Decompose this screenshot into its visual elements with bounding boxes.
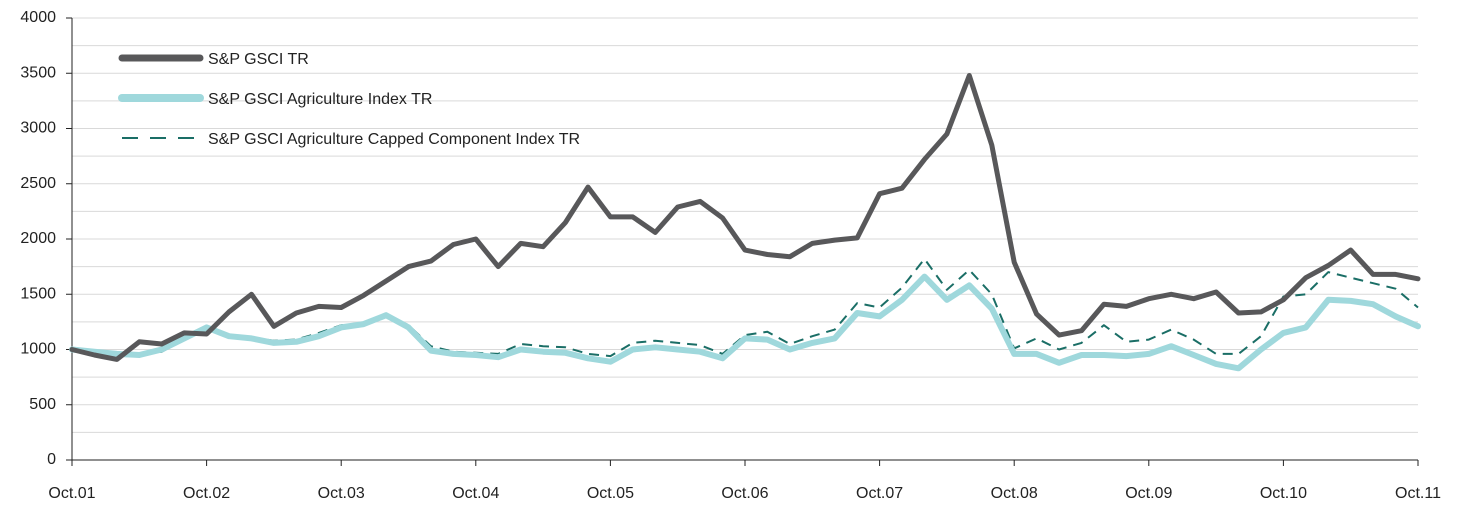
x-tick-label: Oct.01 [48,485,95,502]
y-tick-label: 500 [29,396,56,413]
x-tick-label: Oct.05 [587,485,634,502]
x-tick-label: Oct.07 [856,485,903,502]
y-tick-label: 2500 [20,175,56,192]
x-tick-label: Oct.02 [183,485,230,502]
series-line [69,273,1421,372]
legend-label: S&P GSCI Agriculture Capped Component In… [208,131,580,148]
y-tick-label: 1000 [20,341,56,358]
x-tick-label: Oct.09 [1125,485,1172,502]
x-tick-label: Oct.10 [1260,485,1307,502]
x-tick-label: Oct.03 [318,485,365,502]
y-tick-label: 3000 [20,120,56,137]
y-tick-label: 0 [47,451,56,468]
y-tick-label: 2000 [20,230,56,247]
series-line [71,257,1419,358]
y-tick-label: 4000 [20,9,56,26]
x-tick-label: Oct.06 [721,485,768,502]
x-tick-label: Oct.11 [1395,485,1441,502]
legend-label: S&P GSCI Agriculture Index TR [208,91,432,108]
series-line [69,73,1421,362]
y-tick-label: 3500 [20,64,56,81]
legend-label: S&P GSCI TR [208,51,309,68]
x-tick-label: Oct.08 [991,485,1038,502]
x-tick-label: Oct.04 [452,485,499,502]
y-tick-label: 1500 [20,285,56,302]
